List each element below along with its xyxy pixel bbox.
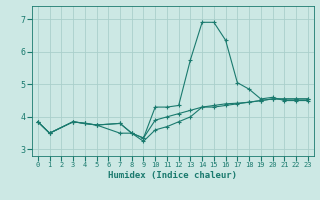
X-axis label: Humidex (Indice chaleur): Humidex (Indice chaleur) [108,171,237,180]
